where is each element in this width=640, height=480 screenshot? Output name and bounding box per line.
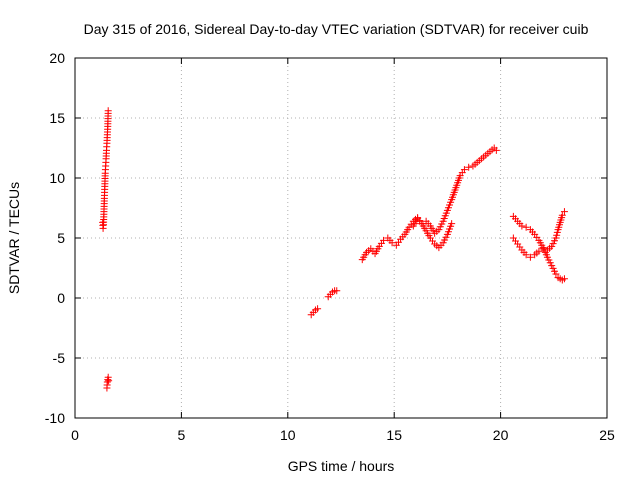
data-point — [314, 305, 322, 313]
data-point — [104, 107, 112, 115]
data-point — [460, 166, 468, 174]
data-point — [518, 222, 526, 230]
x-tick-label: 0 — [71, 427, 79, 443]
data-point — [539, 245, 547, 253]
data-point — [465, 163, 473, 171]
y-tick-labels: -10 -5 0 5 10 15 20 — [45, 50, 65, 426]
y-tick-label: 15 — [49, 110, 65, 126]
x-tick-label: 5 — [178, 427, 186, 443]
y-tick-label: -10 — [45, 410, 65, 426]
data-point — [526, 253, 534, 261]
x-tick-label: 10 — [280, 427, 296, 443]
data-point — [333, 287, 341, 295]
data-point — [535, 247, 543, 255]
data-point — [560, 275, 568, 283]
y-tick-label: 20 — [49, 50, 65, 66]
data-point — [448, 220, 456, 228]
y-tick-label: 5 — [57, 230, 65, 246]
data-point — [105, 377, 113, 385]
data-point — [492, 146, 500, 154]
data-point — [388, 239, 396, 247]
data-point — [380, 236, 388, 244]
data-point — [552, 270, 560, 278]
x-tick-label: 15 — [386, 427, 402, 443]
y-tick-label: 0 — [57, 290, 65, 306]
data-point — [522, 223, 530, 231]
data-points — [99, 107, 568, 392]
data-point — [560, 208, 568, 216]
data-point — [558, 211, 566, 219]
axis-ticks — [74, 57, 608, 419]
y-tick-label: 10 — [49, 170, 65, 186]
y-tick-label: -5 — [53, 350, 66, 366]
grid-lines — [75, 58, 607, 418]
x-tick-label: 20 — [493, 427, 509, 443]
data-point — [522, 251, 530, 259]
x-tick-label: 25 — [599, 427, 615, 443]
x-axis-title: GPS time / hours — [288, 458, 395, 474]
x-tick-labels: 0 5 10 15 20 25 — [71, 427, 615, 443]
y-axis-title: SDTVAR / TECUs — [6, 182, 22, 294]
chart-title: Day 315 of 2016, Sidereal Day-to-day VTE… — [84, 21, 589, 37]
